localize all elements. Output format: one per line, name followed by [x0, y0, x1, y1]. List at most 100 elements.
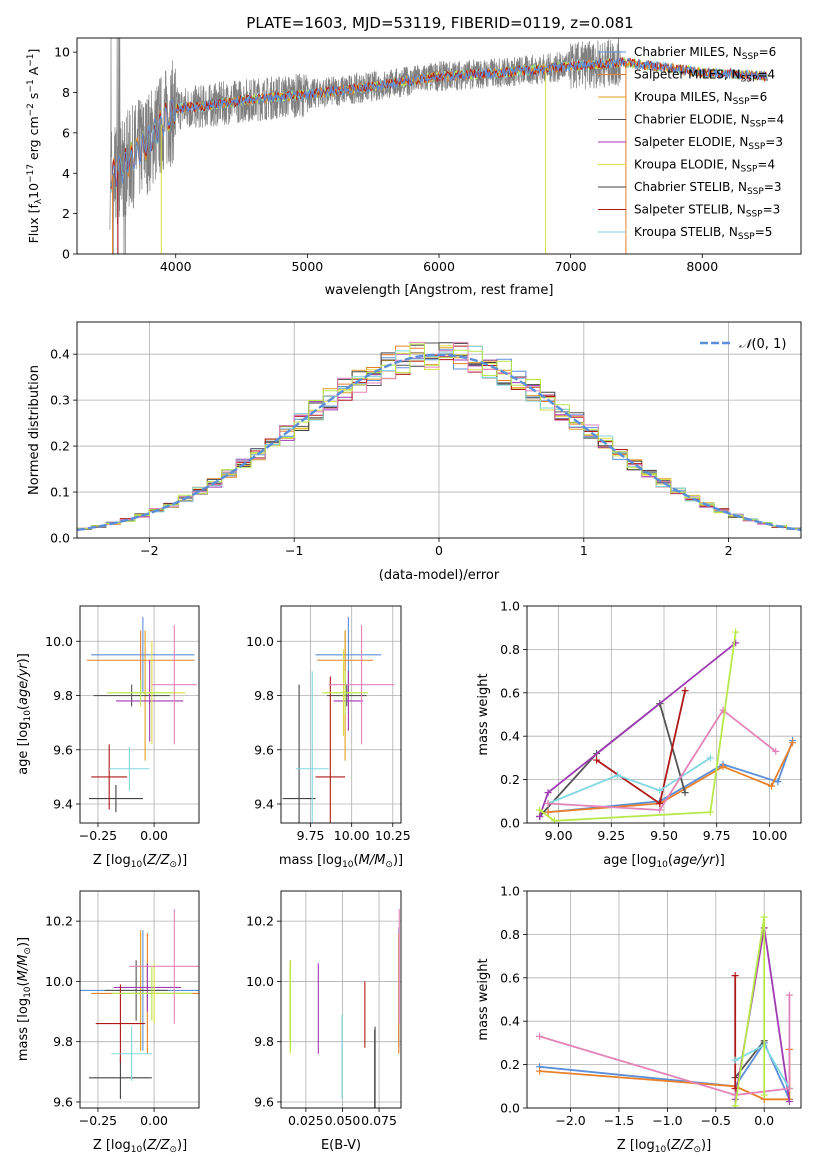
legend-entry: Kroupa MILES, NSSP=6 — [634, 90, 767, 107]
y-tick-label: 9.8 — [254, 1034, 274, 1049]
x-tick-label: 9.75 — [703, 828, 731, 843]
x-tick-label: 8000 — [686, 259, 718, 274]
weight-marker — [656, 786, 664, 794]
x-axis-label: wavelength [Angstrom, rest frame] — [325, 283, 554, 298]
weight-marker — [656, 799, 664, 807]
x-tick-label: −0.5 — [701, 1113, 731, 1128]
x-tick-label: 0.00 — [140, 828, 168, 843]
y-tick-label: 9.8 — [53, 1034, 73, 1049]
axes-frame-age_vs_mass — [280, 605, 402, 824]
x-tick-label: 0.025 — [288, 1113, 324, 1128]
y-tick-label: 10.2 — [246, 914, 274, 929]
weight-marker — [544, 808, 552, 816]
axes-frame-residuals — [76, 321, 802, 539]
weight-marker — [544, 799, 552, 807]
y-tick-label: 0.8 — [500, 927, 520, 942]
weight-line — [539, 631, 737, 822]
x-tick-label: 6000 — [423, 259, 455, 274]
axes-residuals: −2 −1 0 1 2 0.0 0.1 0.2 0.3 0.4 𝒩(0, 1) (data-model… — [27, 321, 802, 583]
y-tick-label: 9.8 — [254, 688, 274, 703]
weight-marker — [789, 739, 797, 747]
axes-frame-age_vs_Z — [79, 605, 200, 824]
weight-marker — [593, 756, 601, 764]
legend-entry: 𝒩(0, 1) — [739, 337, 786, 352]
y-axis-label: age [log10(age/yr)] — [16, 653, 33, 775]
plot-area-weight_vs_Z — [527, 891, 801, 1108]
weight-marker — [681, 789, 689, 797]
y-tick-label: 0.0 — [50, 531, 70, 546]
axes-mass_vs_ebv: 0.025 0.050 0.075 9.6 9.8 10.0 10.2 E(B-V) — [246, 890, 402, 1153]
x-tick-label: 7000 — [555, 259, 587, 274]
x-tick-label: 1 — [580, 543, 588, 558]
y-axis-label: Flux [fλ10−17 erg cm−2 s−1 A−1] — [26, 49, 44, 244]
y-tick-label: 0.8 — [500, 642, 520, 657]
y-tick-label: 10.2 — [45, 914, 73, 929]
x-axis-label: (data-model)/error — [379, 568, 500, 583]
y-axis-label: Normed distribution — [27, 365, 42, 495]
y-tick-label: 0.4 — [500, 729, 520, 744]
weight-marker — [719, 763, 727, 771]
plot-area-spectrum — [109, 38, 769, 254]
axes-weight_vs_age: 9.00 9.25 9.50 9.75 10.00 0.0 0.2 0.4 0.6 0.8 1.0 m… — [476, 599, 802, 870]
y-tick-label: 10 — [54, 45, 70, 60]
weight-marker — [614, 771, 622, 779]
y-tick-label: 9.4 — [254, 797, 274, 812]
legend-entry: Kroupa ELODIE, NSSP=4 — [634, 158, 775, 175]
spectrum-model-line — [110, 57, 769, 188]
weight-marker — [785, 991, 793, 999]
weight-marker — [785, 1084, 793, 1092]
y-tick-label: 1.0 — [500, 599, 520, 614]
plot-area-residuals — [77, 322, 801, 538]
weight-marker — [536, 806, 544, 814]
y-tick-label: 8 — [62, 85, 70, 100]
x-tick-label: 9.50 — [650, 828, 678, 843]
axes-frame-weight_vs_Z — [526, 890, 802, 1109]
axes-frame-spectrum — [76, 37, 802, 255]
weight-marker — [544, 789, 552, 797]
y-tick-label: 0.0 — [500, 1101, 520, 1116]
legend-entry: Chabrier STELIB, NSSP=3 — [634, 180, 782, 197]
legend-entry: Salpeter STELIB, NSSP=3 — [634, 203, 780, 220]
weight-line — [734, 916, 766, 1106]
y-tick-label: 10.0 — [246, 974, 274, 989]
x-tick-label: 5000 — [291, 259, 323, 274]
weight-marker — [706, 808, 714, 816]
plot-area-age_vs_mass — [281, 606, 401, 823]
weight-marker — [731, 1056, 739, 1064]
weight-marker — [536, 1067, 544, 1075]
weight-marker — [656, 806, 664, 814]
axes-spectrum: 4000 5000 6000 7000 8000 0 2 4 6 8 10 Chabrier MILE… — [26, 37, 802, 298]
y-axis-label: mass weight — [476, 958, 491, 1040]
y-tick-label: 0.2 — [500, 772, 520, 787]
axes-frame-mass_vs_Z — [79, 890, 200, 1109]
y-tick-label: 0.2 — [50, 439, 70, 454]
x-tick-label: 0.0 — [754, 1113, 774, 1128]
weight-marker — [760, 913, 768, 921]
axes-age_vs_mass: 9.75 10.00 10.25 9.4 9.6 9.8 10.0 mass [log10(M… — [246, 605, 411, 870]
y-tick-label: 2 — [62, 206, 70, 221]
y-tick-label: 9.6 — [254, 742, 274, 757]
weight-line — [596, 690, 686, 805]
y-tick-label: 9.8 — [53, 688, 73, 703]
legend-entry: Kroupa STELIB, NSSP=5 — [634, 225, 772, 242]
y-tick-label: 0 — [62, 247, 70, 262]
axes-weight_vs_Z: −2.0 −1.5 −1.0 −0.5 0.0 0.0 0.2 0.4 0.6 0.8 1.0 mas… — [476, 884, 802, 1155]
spectrum-model-line — [110, 57, 768, 189]
x-tick-label: −0.25 — [79, 1113, 117, 1128]
x-tick-label: 0.050 — [325, 1113, 361, 1128]
y-tick-label: 0.4 — [500, 1014, 520, 1029]
plot-area-weight_vs_age — [527, 606, 801, 823]
weight-line — [539, 995, 791, 1096]
x-tick-label: −2.0 — [555, 1113, 585, 1128]
y-tick-label: 1.0 — [500, 884, 520, 899]
weight-line — [548, 740, 794, 813]
x-tick-label: −1.5 — [604, 1113, 634, 1128]
x-tick-label: −1 — [285, 543, 303, 558]
y-axis-label: mass [log10(M/M⊙)] — [16, 937, 33, 1061]
x-axis-label: age [log10(age/yr)] — [603, 853, 725, 870]
y-tick-label: 10.0 — [45, 634, 73, 649]
x-tick-label: 4000 — [160, 259, 192, 274]
x-axis-label: E(B-V) — [321, 1138, 361, 1153]
plot-area-age_vs_Z — [80, 606, 199, 823]
